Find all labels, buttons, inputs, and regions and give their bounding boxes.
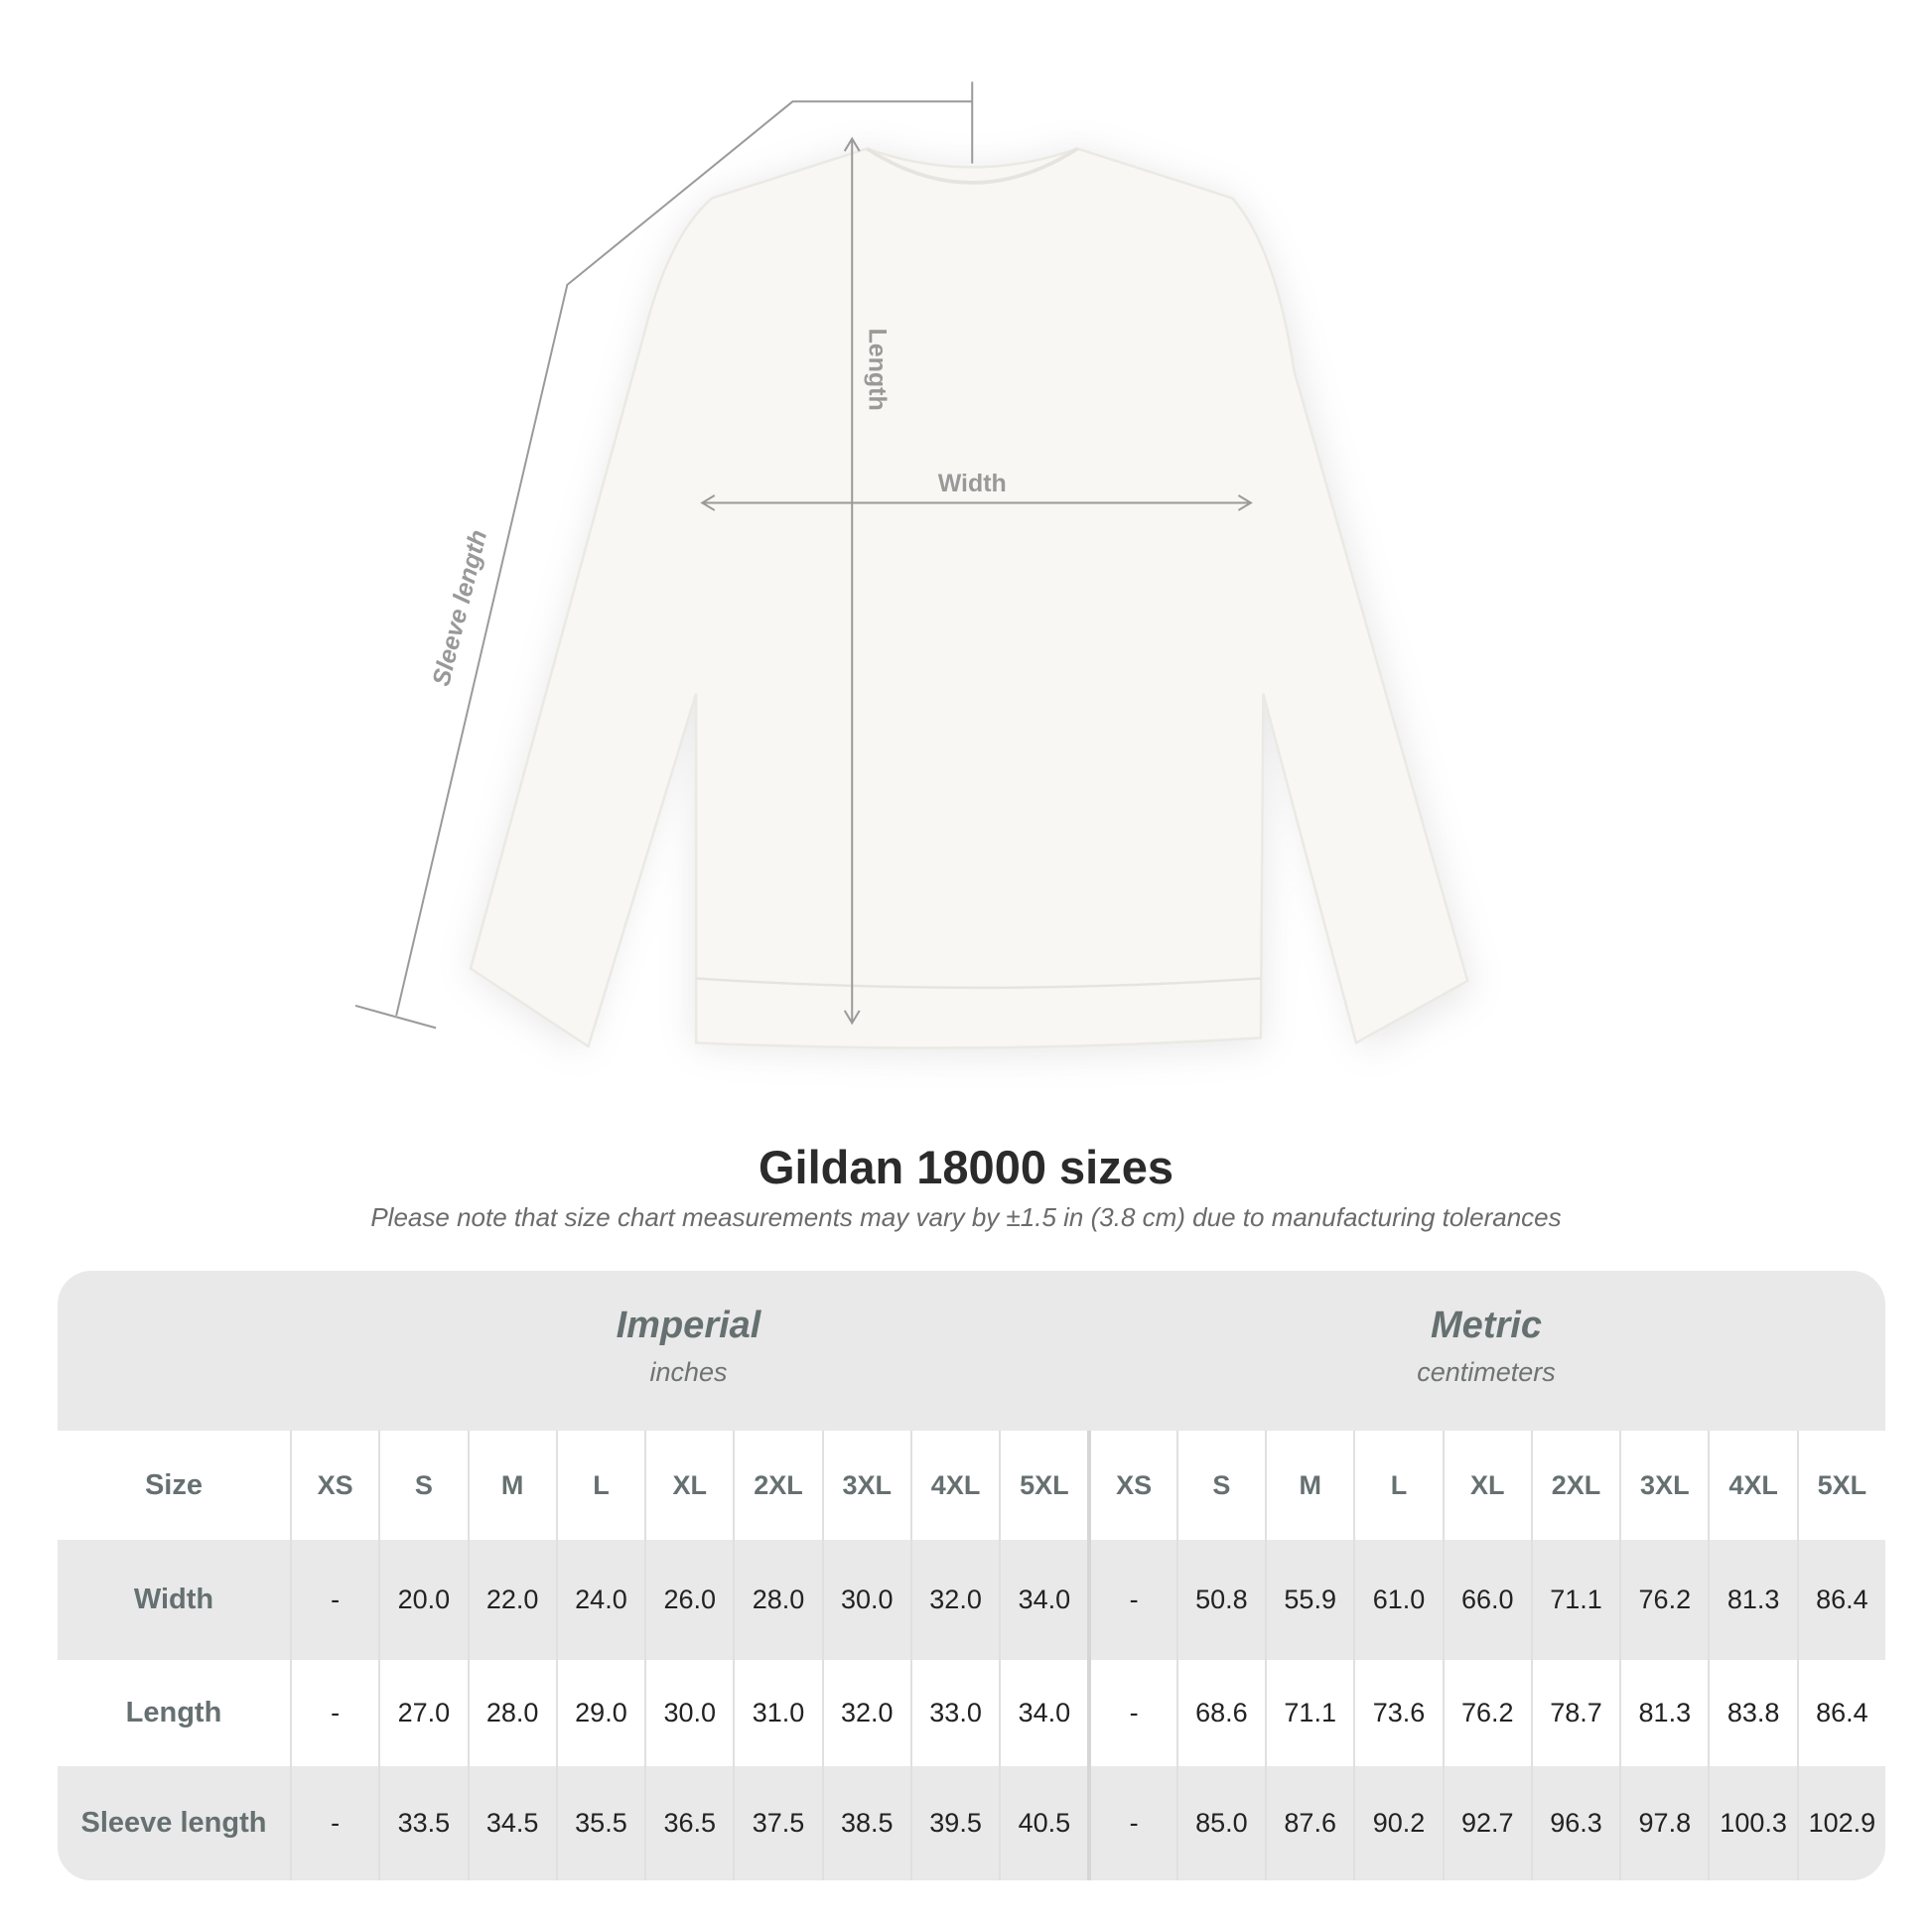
imperial-value-cell: 29.0 xyxy=(555,1660,644,1766)
metric-value-cell: 96.3 xyxy=(1530,1766,1619,1880)
size-header-cell: XL xyxy=(644,1431,733,1540)
collar xyxy=(866,147,1079,185)
imperial-value-cell: 32.0 xyxy=(821,1660,910,1766)
imperial-value-cell: 34.5 xyxy=(467,1766,556,1880)
page-title: Gildan 18000 sizes xyxy=(758,1141,1174,1193)
size-header-cell: 5XL xyxy=(999,1431,1087,1540)
size-header-cell: 3XL xyxy=(821,1431,910,1540)
size-header-cell: M xyxy=(467,1431,556,1540)
imperial-value-cell: 36.5 xyxy=(644,1766,733,1880)
metric-value-cell: 85.0 xyxy=(1175,1766,1265,1880)
imperial-value-cell: 33.5 xyxy=(378,1766,467,1880)
size-header-cell: XS xyxy=(1087,1431,1175,1540)
imperial-value-cell: 32.0 xyxy=(909,1540,999,1660)
size-header-cell: 2XL xyxy=(1530,1431,1619,1540)
imperial-value-cell: 27.0 xyxy=(378,1660,467,1766)
imperial-value-cell: 39.5 xyxy=(909,1766,999,1880)
size-header-cell: 3XL xyxy=(1619,1431,1708,1540)
imperial-value-cell: 22.0 xyxy=(467,1540,556,1660)
metric-value-cell: 81.3 xyxy=(1619,1660,1708,1766)
metric-value-cell: 76.2 xyxy=(1442,1660,1531,1766)
imperial-value-cell: 38.5 xyxy=(821,1766,910,1880)
metric-unit: centimeters xyxy=(1417,1357,1556,1387)
table-row: Sleeve length -33.5 34.5 35.5 36.5 37.5 38.5 39… xyxy=(58,1766,1885,1880)
imperial-value-cell: 20.0 xyxy=(378,1540,467,1660)
imperial-value-cell: 28.0 xyxy=(733,1540,821,1660)
imperial-value-cell: - xyxy=(289,1766,378,1880)
metric-header: Metric centimeters xyxy=(1087,1271,1885,1431)
row-label: Length xyxy=(125,1697,222,1728)
size-table: Imperial inches Metric centimeters Size X… xyxy=(58,1271,1885,1880)
metric-value-cell: 76.2 xyxy=(1619,1540,1708,1660)
imperial-value-cell: 34.0 xyxy=(999,1540,1087,1660)
metric-value-cell: 78.7 xyxy=(1530,1660,1619,1766)
imperial-unit: inches xyxy=(649,1357,728,1387)
imperial-value-cell: 31.0 xyxy=(733,1660,821,1766)
metric-value-cell: 73.6 xyxy=(1353,1660,1442,1766)
size-header-cell: S xyxy=(378,1431,467,1540)
metric-value-cell: 86.4 xyxy=(1796,1660,1885,1766)
imperial-value-cell: - xyxy=(289,1540,378,1660)
metric-value-cell: 68.6 xyxy=(1175,1660,1265,1766)
tolerance-note: Please note that size chart measurements… xyxy=(370,1202,1562,1232)
imperial-value-cell: - xyxy=(289,1660,378,1766)
metric-value-cell: 87.6 xyxy=(1265,1766,1353,1880)
metric-value-cell: 66.0 xyxy=(1442,1540,1531,1660)
metric-value-cell: 90.2 xyxy=(1353,1766,1442,1880)
metric-value-cell: 50.8 xyxy=(1175,1540,1265,1660)
imperial-value-cell: 30.0 xyxy=(821,1540,910,1660)
size-header-cell: XL xyxy=(1442,1431,1531,1540)
imperial-value-cell: 40.5 xyxy=(999,1766,1087,1880)
row-label: Width xyxy=(133,1584,214,1615)
table-row: Width -20.0 22.0 24.0 26.0 28.0 30.0 32.0 34.0-5… xyxy=(58,1540,1885,1660)
metric-value-cell: 86.4 xyxy=(1796,1540,1885,1660)
metric-value-cell: 61.0 xyxy=(1353,1540,1442,1660)
size-header-cell: S xyxy=(1175,1431,1265,1540)
size-header-cell: 4XL xyxy=(909,1431,999,1540)
measurement-lines xyxy=(354,81,1253,1030)
metric-value-cell: 81.3 xyxy=(1708,1540,1796,1660)
metric-value-cell: 92.7 xyxy=(1442,1766,1531,1880)
hem-rib xyxy=(695,977,1261,990)
metric-value-cell: - xyxy=(1087,1540,1175,1660)
sweatshirt xyxy=(469,147,1469,1049)
size-header-cell: L xyxy=(1353,1431,1442,1540)
width-label: Width xyxy=(938,470,1007,497)
sleeve-length-label: Sleeve length xyxy=(427,527,492,689)
imperial-value-cell: 24.0 xyxy=(555,1540,644,1660)
metric-value-cell: 55.9 xyxy=(1265,1540,1353,1660)
metric-value-cell: 71.1 xyxy=(1265,1660,1353,1766)
metric-title: Metric xyxy=(1431,1305,1542,1346)
imperial-value-cell: 26.0 xyxy=(644,1540,733,1660)
table-row: Length -27.0 28.0 29.0 30.0 31.0 32.0 33.0 34.0-… xyxy=(58,1660,1885,1766)
row-label: Sleeve length xyxy=(80,1807,267,1839)
imperial-value-cell: 28.0 xyxy=(467,1660,556,1766)
size-header-cell: M xyxy=(1265,1431,1353,1540)
metric-value-cell: 71.1 xyxy=(1530,1540,1619,1660)
size-header-cell: 2XL xyxy=(733,1431,821,1540)
row-label: Size xyxy=(144,1468,203,1501)
metric-value-cell: 100.3 xyxy=(1708,1766,1796,1880)
metric-value-cell: 97.8 xyxy=(1619,1766,1708,1880)
imperial-value-cell: 37.5 xyxy=(733,1766,821,1880)
metric-value-cell: 83.8 xyxy=(1708,1660,1796,1766)
size-header-row: Size XS S M L XL 2XL 3XL 4XL 5XL XS S M L XL 2XL 3XL 4XL 5… xyxy=(58,1431,1885,1540)
imperial-value-cell: 33.0 xyxy=(909,1660,999,1766)
imperial-value-cell: 35.5 xyxy=(555,1766,644,1880)
imperial-value-cell: 30.0 xyxy=(644,1660,733,1766)
imperial-title: Imperial xyxy=(616,1305,761,1346)
length-label: Length xyxy=(864,329,892,411)
imperial-header: Imperial inches xyxy=(290,1271,1087,1431)
metric-value-cell: 102.9 xyxy=(1796,1766,1885,1880)
metric-value-cell: - xyxy=(1087,1660,1175,1766)
size-header-cell: L xyxy=(555,1431,644,1540)
size-header-cell: 5XL xyxy=(1796,1431,1885,1540)
size-header-cell: 4XL xyxy=(1708,1431,1796,1540)
metric-value-cell: - xyxy=(1087,1766,1175,1880)
imperial-value-cell: 34.0 xyxy=(999,1660,1087,1766)
size-header-cell: XS xyxy=(289,1431,378,1540)
